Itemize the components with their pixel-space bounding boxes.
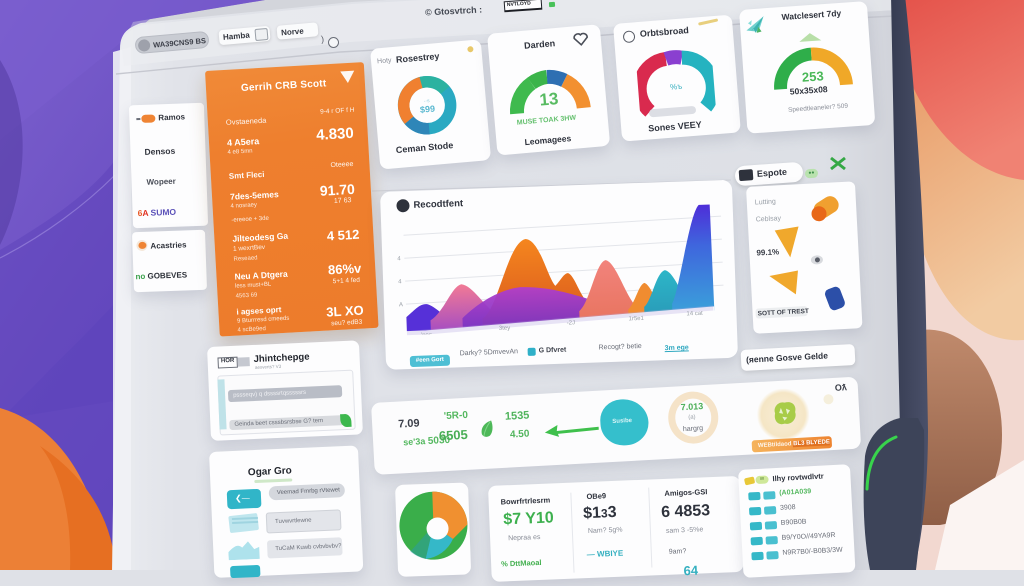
svg-text:4: 4 (397, 256, 401, 262)
svg-text:1r5e1: 1r5e1 (628, 316, 644, 323)
svg-text:14 cat: 14 cat (686, 311, 703, 318)
svg-text:A: A (399, 302, 403, 308)
svg-text:3tey: 3tey (499, 326, 511, 332)
svg-text:'nec: 'nec (421, 332, 432, 335)
svg-text:4: 4 (398, 279, 402, 285)
svg-text:-·s: -·s (424, 98, 431, 105)
svg-text:%ъ: %ъ (670, 82, 683, 92)
svg-text:$99: $99 (420, 104, 436, 115)
svg-text:-2J: -2J (567, 320, 576, 326)
svg-text:253: 253 (801, 68, 824, 84)
svg-text:13: 13 (539, 89, 560, 110)
